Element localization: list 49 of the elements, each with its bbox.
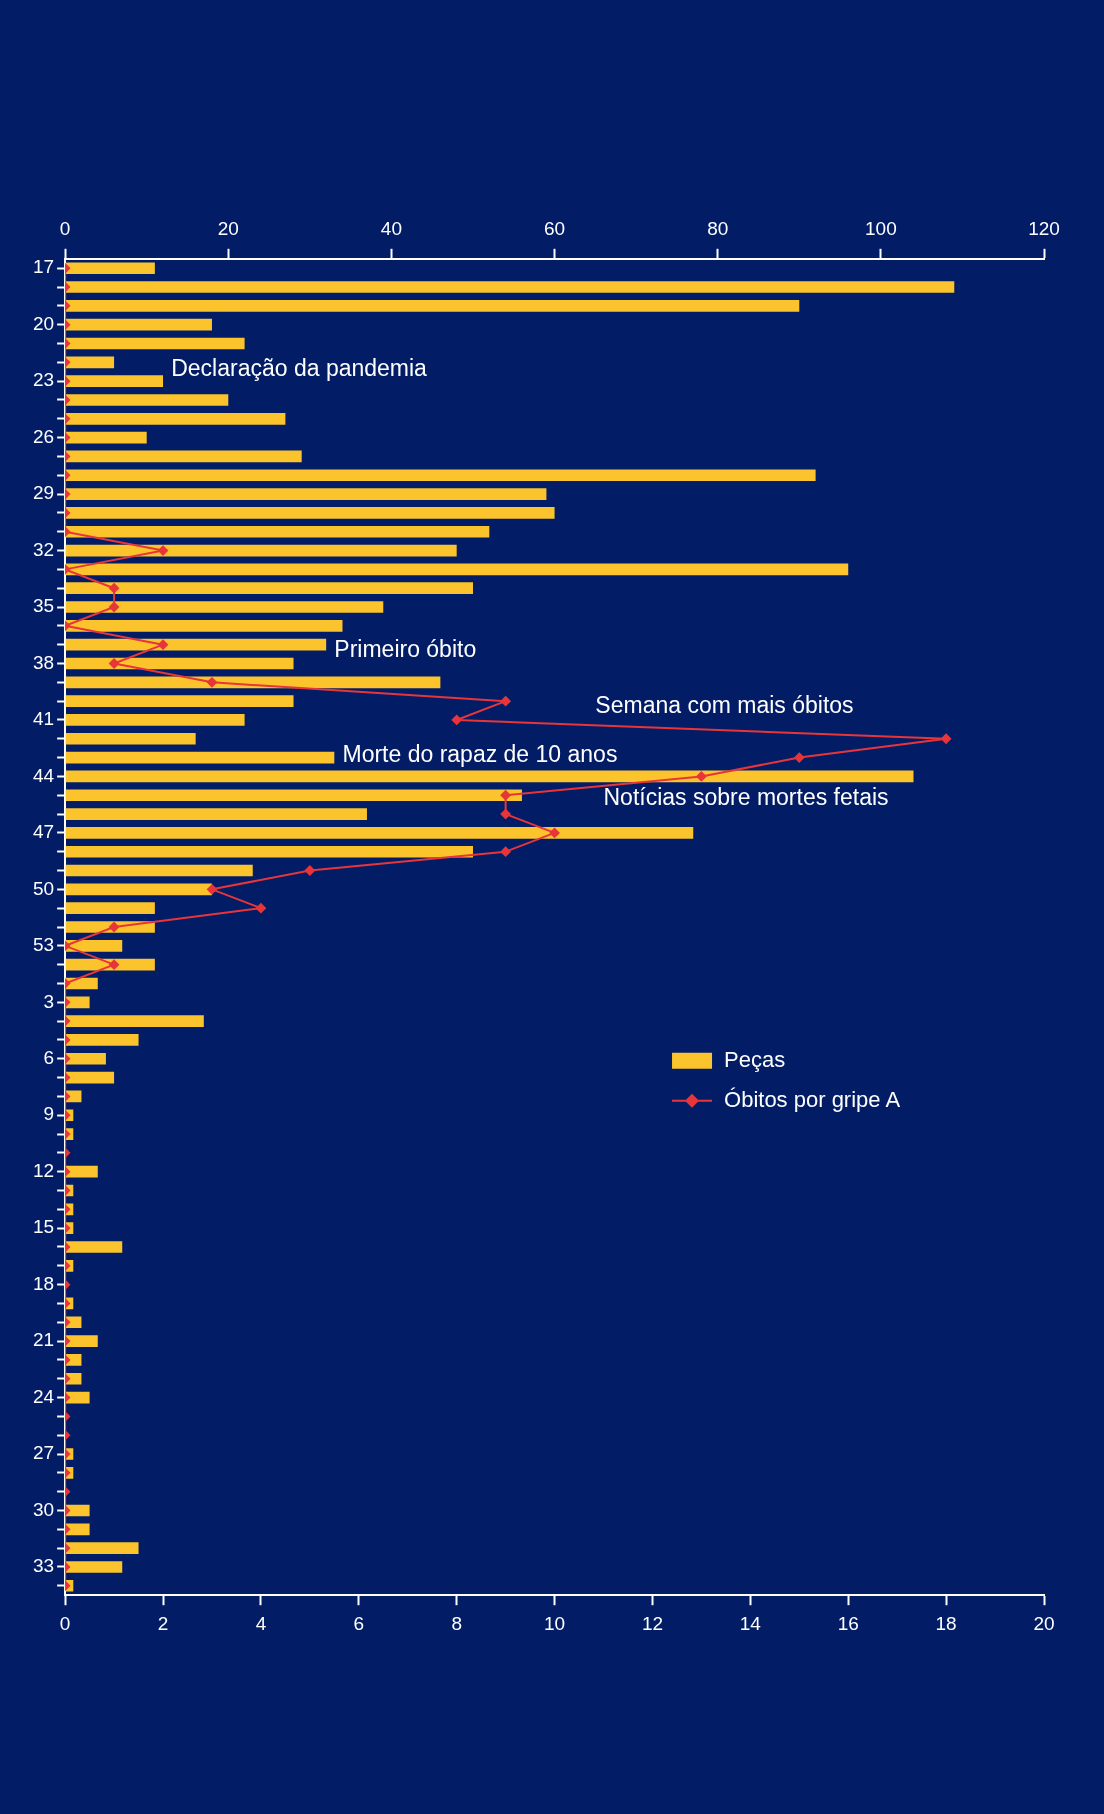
annotation: Notícias sobre mortes fetais [603, 784, 889, 811]
x-tick-label: 6 [353, 1612, 365, 1634]
x-tick-label: 0 [59, 1612, 71, 1634]
y-tick-label: 47 [32, 821, 55, 843]
x2-tick-label: 100 [865, 217, 897, 239]
y-tick-label: 12 [32, 1159, 55, 1181]
y-tick-label: 6 [43, 1046, 55, 1068]
x-tick-label: 14 [739, 1612, 762, 1634]
y-tick-label: 20 [32, 312, 55, 334]
x-tick-label: 12 [641, 1612, 664, 1634]
x2-tick-label: 40 [380, 217, 402, 239]
x-tick-label: 8 [451, 1612, 462, 1634]
y-tick-label: 41 [32, 708, 55, 730]
y-tick-label: 33 [32, 1555, 55, 1577]
y-tick-label: 3 [43, 990, 55, 1012]
y-tick-label: 15 [32, 1216, 55, 1238]
annotation: Declaração da pandemia [171, 355, 428, 382]
x2-tick-label: 20 [217, 217, 239, 239]
annotation: Primeiro óbito [334, 635, 477, 662]
y-tick-label: 23 [32, 369, 55, 391]
x-tick-label: 10 [544, 1612, 566, 1634]
x2-tick-label: 120 [1028, 217, 1060, 239]
y-tick-label: 44 [32, 764, 55, 786]
y-tick-label: 21 [32, 1329, 55, 1351]
y-tick-label: 9 [43, 1103, 55, 1125]
y-tick-label: 32 [32, 538, 55, 560]
x-tick-label: 20 [1033, 1612, 1055, 1634]
y-tick-label: 53 [32, 934, 55, 956]
legend-label: Óbitos por gripe A [724, 1086, 901, 1112]
x-tick-label: 18 [935, 1612, 957, 1634]
annotation: Semana com mais óbitos [595, 692, 854, 719]
y-tick-label: 30 [32, 1498, 55, 1520]
y-tick-label: 18 [32, 1272, 55, 1294]
x-tick-label: 4 [255, 1612, 267, 1634]
x-tick-label: 2 [157, 1612, 169, 1634]
y-tick-label: 26 [32, 425, 55, 447]
x2-tick-label: 60 [544, 217, 566, 239]
y-tick-label: 27 [32, 1442, 55, 1464]
y-tick-label: 29 [32, 482, 55, 504]
annotation: Morte do rapaz de 10 anos [342, 741, 618, 768]
y-tick-label: 50 [32, 877, 55, 899]
y-tick-label: 38 [32, 651, 55, 673]
legend-label: Peças [724, 1046, 786, 1072]
y-tick-label: 24 [32, 1385, 55, 1407]
x2-tick-label: 80 [707, 217, 729, 239]
y-tick-label: 35 [32, 595, 55, 617]
y-tick-label: 17 [32, 256, 55, 278]
x-tick-label: 16 [837, 1612, 859, 1634]
x2-tick-label: 0 [59, 217, 71, 239]
